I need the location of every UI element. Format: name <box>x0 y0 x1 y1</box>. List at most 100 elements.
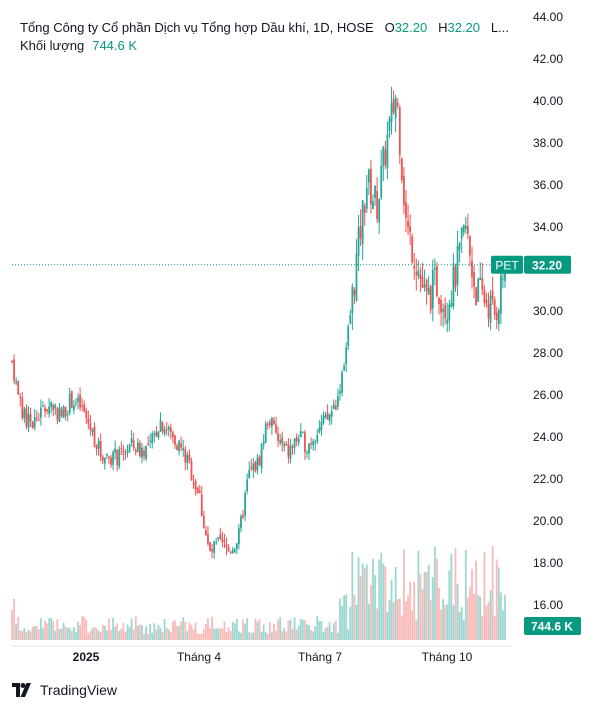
candle-body <box>293 438 296 448</box>
candle-body <box>231 549 234 553</box>
candle-body <box>462 224 465 233</box>
volume-bar <box>367 603 370 640</box>
candle-body <box>448 304 451 321</box>
ohlc-high-value: 32.20 <box>447 20 481 35</box>
candle-body <box>473 271 475 287</box>
volume-bar <box>370 585 372 640</box>
volume-bar <box>77 621 79 640</box>
candle-body <box>260 444 263 468</box>
candle-body <box>155 432 158 437</box>
ohlc-open-label: O <box>384 20 395 35</box>
candle-body <box>365 187 368 209</box>
candle-body <box>186 454 189 464</box>
volume-bar <box>262 624 265 640</box>
candle-body <box>178 440 180 452</box>
candle-body <box>301 432 304 434</box>
volume-bar <box>361 563 364 640</box>
candle-body <box>429 286 432 311</box>
volume-bar <box>289 619 292 640</box>
volume-bar <box>477 595 480 640</box>
volume-bar <box>493 616 496 640</box>
candle-body <box>283 444 286 447</box>
candle-body <box>444 304 447 319</box>
candle-body <box>227 547 230 551</box>
volume-bar <box>464 550 467 640</box>
candle-body <box>310 443 313 445</box>
volume-bar <box>46 623 48 640</box>
candle-body <box>357 227 360 256</box>
volume-bar <box>202 629 205 640</box>
candle-body <box>138 442 141 456</box>
volume-bar <box>390 579 393 640</box>
candle-body <box>415 272 418 275</box>
candle-body <box>324 414 327 418</box>
candle-body <box>337 396 339 407</box>
candle-body <box>469 236 471 256</box>
candle-body <box>184 449 187 463</box>
candle-body <box>196 487 199 493</box>
volume-bar <box>392 602 395 640</box>
candle-body <box>238 528 240 545</box>
volume-bar <box>19 630 22 640</box>
volume-bar <box>223 621 226 640</box>
volume-bar <box>157 625 160 640</box>
candle-body <box>419 274 422 279</box>
candle-body <box>72 405 75 411</box>
volume-bar <box>186 630 189 640</box>
candle-body <box>493 299 496 315</box>
volume-bar <box>341 605 343 640</box>
candle-body <box>425 279 428 292</box>
volume-bar <box>134 616 137 640</box>
volume-bar <box>499 592 502 640</box>
volume-bar <box>413 581 416 640</box>
volume-bar <box>378 559 381 640</box>
volume-bar <box>458 611 461 640</box>
volume-bar <box>29 631 32 640</box>
symbol-title[interactable]: Tổng Công ty Cổ phần Dịch vụ Tổng hợp Dầ… <box>20 20 374 35</box>
candle-body <box>314 441 317 443</box>
volume-bar <box>196 633 199 640</box>
volume-bar <box>419 573 422 640</box>
volume-label[interactable]: Khối lượng <box>20 38 85 53</box>
candle-body <box>345 347 348 365</box>
candle-body <box>436 266 438 296</box>
candle-body <box>116 450 119 466</box>
volume-bar <box>171 621 174 640</box>
volume-bar <box>50 617 53 640</box>
volume-bar <box>35 626 38 640</box>
volume-bar <box>345 594 348 640</box>
volume-bar <box>27 629 30 640</box>
volume-bar <box>147 633 150 640</box>
candle-body <box>147 443 150 445</box>
candle-body <box>409 226 412 233</box>
volume-bar <box>159 627 162 640</box>
candle-body <box>143 450 145 457</box>
candle-body <box>242 515 244 518</box>
candle-body <box>308 443 310 454</box>
price-tick-label: 22.00 <box>533 472 563 486</box>
candle-body <box>42 405 44 407</box>
candle-body <box>246 479 249 492</box>
volume-bar <box>23 628 26 640</box>
volume-bar <box>442 598 445 640</box>
candle-body <box>91 429 94 432</box>
volume-bar <box>229 630 232 640</box>
candle-body <box>198 490 201 494</box>
candle-body <box>37 419 40 421</box>
volume-bar <box>415 619 418 640</box>
volume-bar <box>112 618 114 640</box>
volume-bar <box>188 622 191 640</box>
candle-body <box>413 266 416 269</box>
candle-body <box>219 534 222 539</box>
candle-body <box>83 404 86 412</box>
candle-body <box>200 494 203 517</box>
volume-bar <box>60 628 63 640</box>
volume-bar <box>421 589 424 640</box>
tradingview-logo[interactable]: TradingView <box>12 682 117 698</box>
candle-body <box>499 275 502 314</box>
volume-bar <box>184 621 187 640</box>
volume-bar <box>306 624 308 640</box>
volume-bar <box>85 619 88 640</box>
